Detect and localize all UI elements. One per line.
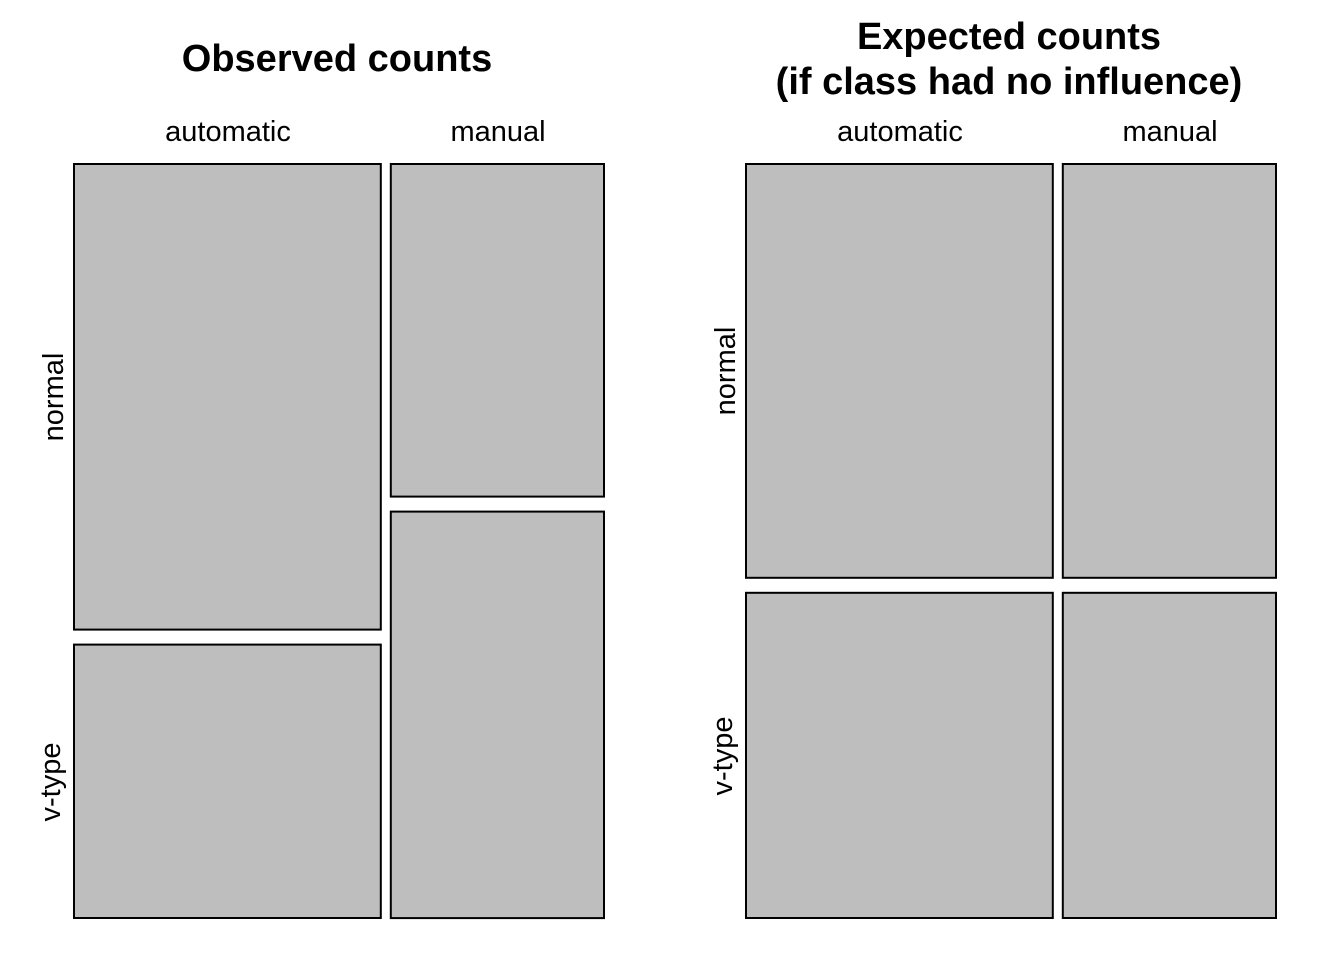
expected-title-line-2: (if class had no influence)	[776, 61, 1243, 103]
observed-row-label-normal: normal	[38, 353, 70, 442]
expected-cells	[745, 163, 1278, 919]
observed-row-label-vtype: v-type	[35, 743, 67, 822]
cell-expected-automatic-vtype	[745, 591, 1054, 919]
observed-column-label-manual: manual	[450, 116, 545, 148]
expected-row-label-normal: normal	[710, 327, 742, 416]
observed-panel: Observed counts automatic manual normal …	[35, 38, 605, 920]
cell-expected-automatic-normal	[745, 163, 1054, 579]
observed-column-label-automatic: automatic	[165, 116, 291, 148]
observed-cells	[73, 163, 605, 920]
expected-column-label-manual: manual	[1122, 116, 1217, 148]
cell-observed-automatic-normal	[73, 163, 382, 631]
observed-title: Observed counts	[182, 38, 492, 80]
cell-observed-manual-normal	[389, 163, 605, 498]
expected-column-label-automatic: automatic	[837, 116, 963, 148]
cell-observed-manual-vtype	[389, 510, 605, 920]
cell-observed-automatic-vtype	[73, 643, 382, 919]
cell-expected-manual-vtype	[1061, 591, 1278, 919]
expected-row-label-vtype: v-type	[707, 717, 739, 796]
expected-title-line-1: Expected counts	[857, 16, 1161, 58]
cell-expected-manual-normal	[1061, 163, 1278, 579]
expected-panel: Expected counts (if class had no influen…	[707, 16, 1278, 919]
